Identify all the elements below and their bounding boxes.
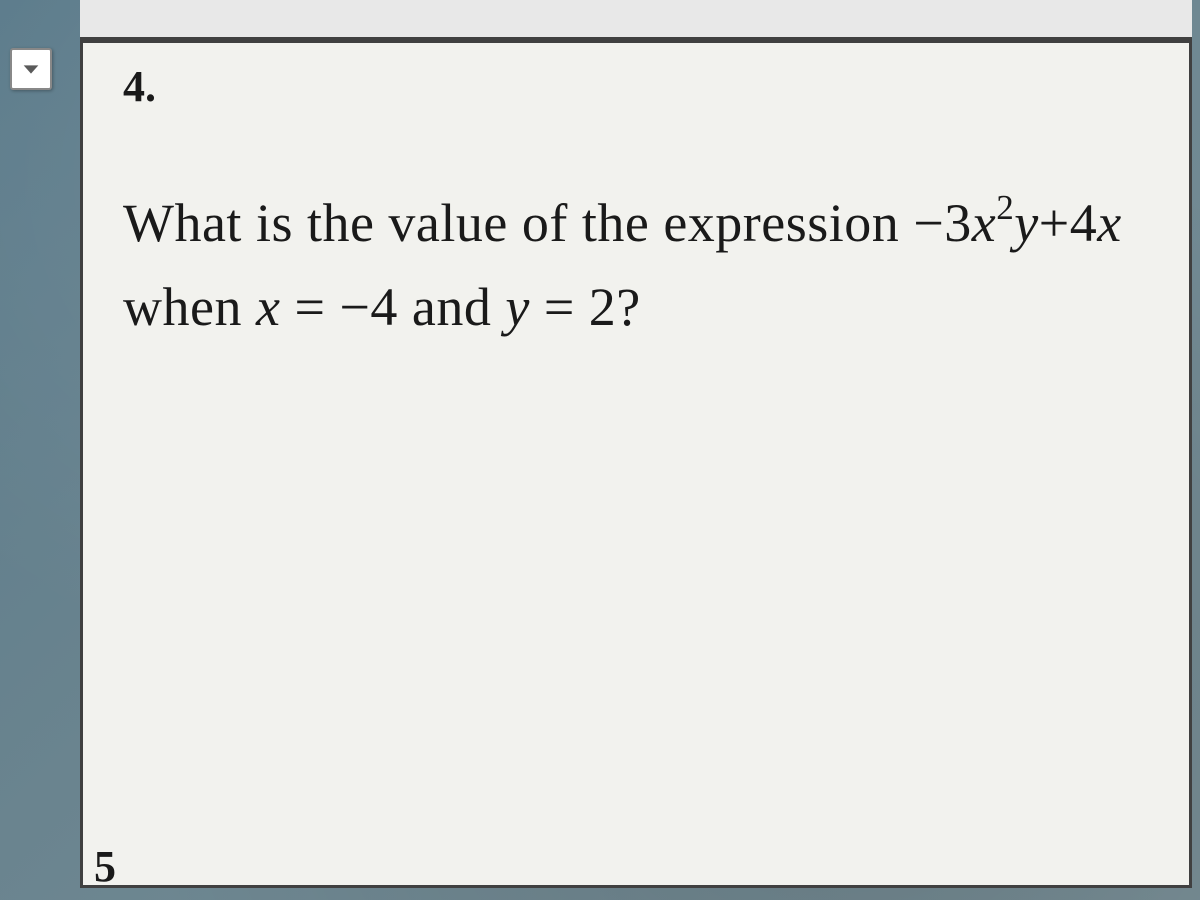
var-y: y: [1014, 193, 1038, 253]
math-expression: −3x2y+4x: [913, 193, 1121, 253]
question-number: 4.: [123, 61, 1149, 112]
chevron-down-icon: [20, 58, 42, 80]
and-text: and: [398, 277, 505, 337]
exponent-2: 2: [996, 188, 1014, 227]
prompt-prefix: What is the value of the expression: [123, 193, 913, 253]
y-value: 2?: [589, 277, 641, 337]
coef-neg3: −3: [913, 193, 971, 253]
var-x2: x: [1097, 193, 1121, 253]
var-x-when: x: [256, 277, 280, 337]
question-panel: 4. What is the value of the expression −…: [80, 40, 1192, 888]
when-clause: x = −4 and y = 2?: [256, 277, 641, 337]
question-dropdown-button[interactable]: [10, 48, 52, 90]
question-text: What is the value of the expression −3x2…: [123, 182, 1149, 349]
var-y-when: y: [505, 277, 529, 337]
plus-4: +4: [1039, 193, 1097, 253]
var-x: x: [972, 193, 996, 253]
eq1: =: [280, 277, 339, 337]
next-question-number: 5: [94, 841, 116, 892]
when-prefix: when: [123, 277, 256, 337]
x-value: −4: [339, 277, 397, 337]
eq2: =: [530, 277, 589, 337]
top-bar-strip: [80, 0, 1192, 40]
